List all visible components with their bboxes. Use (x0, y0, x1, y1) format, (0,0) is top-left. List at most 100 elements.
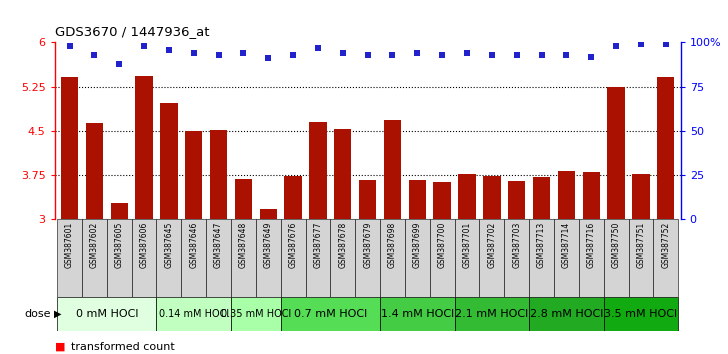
Bar (554, 219, 579, 297)
Text: GSM387700: GSM387700 (438, 222, 447, 268)
Text: GSM387698: GSM387698 (388, 222, 397, 268)
Text: GSM387713: GSM387713 (537, 222, 546, 268)
Point (288, 52, 299, 58)
Text: 2.8 mM HOCl: 2.8 mM HOCl (530, 309, 603, 319)
Text: GDS3670 / 1447936_at: GDS3670 / 1447936_at (55, 25, 209, 38)
Text: GSM387648: GSM387648 (239, 222, 248, 268)
Text: GSM387702: GSM387702 (487, 222, 496, 268)
Point (411, 50, 423, 56)
Text: ■: ■ (55, 342, 65, 352)
Point (511, 52, 523, 58)
Bar (111, 203, 128, 219)
Text: GSM387676: GSM387676 (288, 222, 298, 268)
Point (635, 41, 646, 47)
Point (436, 52, 448, 58)
Text: GSM387751: GSM387751 (636, 222, 646, 268)
Point (163, 47, 175, 52)
Bar (157, 297, 231, 331)
Text: GSM387703: GSM387703 (513, 222, 521, 268)
Point (585, 54, 597, 59)
Text: 0 mM HOCl: 0 mM HOCl (76, 309, 138, 319)
Text: GSM387752: GSM387752 (661, 222, 670, 268)
Point (536, 52, 547, 58)
Text: 0.14 mM HOCl: 0.14 mM HOCl (159, 309, 229, 319)
Bar (579, 219, 604, 297)
Bar (160, 103, 178, 219)
Bar (331, 219, 355, 297)
Bar (380, 219, 405, 297)
Bar (380, 297, 454, 331)
Bar (430, 219, 454, 297)
Text: 0.35 mM HOCl: 0.35 mM HOCl (221, 309, 291, 319)
Bar (653, 219, 678, 297)
Bar (508, 181, 526, 219)
Text: 1.4 mM HOCl: 1.4 mM HOCl (381, 309, 454, 319)
Bar (384, 120, 401, 219)
Point (362, 52, 373, 58)
Bar (206, 219, 231, 297)
Text: GSM387646: GSM387646 (189, 222, 198, 268)
Text: 0.7 mM HOCl: 0.7 mM HOCl (294, 309, 367, 319)
Bar (256, 219, 281, 297)
Bar (533, 177, 550, 219)
Text: GSM387716: GSM387716 (587, 222, 596, 268)
Text: GSM387677: GSM387677 (314, 222, 323, 268)
Point (561, 52, 572, 58)
Point (610, 43, 622, 49)
Point (660, 41, 672, 47)
Bar (454, 297, 529, 331)
Bar (306, 219, 331, 297)
Text: GSM387645: GSM387645 (165, 222, 173, 268)
Bar (607, 87, 625, 219)
Bar (529, 297, 604, 331)
Bar (57, 219, 82, 297)
Bar (61, 77, 78, 219)
Text: 3.5 mM HOCl: 3.5 mM HOCl (604, 309, 678, 319)
Bar (132, 219, 157, 297)
Bar (234, 179, 252, 219)
Bar (334, 129, 352, 219)
Bar (281, 297, 380, 331)
Bar (632, 174, 649, 219)
Text: GSM387601: GSM387601 (65, 222, 74, 268)
Bar (355, 219, 380, 297)
Point (237, 50, 249, 56)
Text: GSM387714: GSM387714 (562, 222, 571, 268)
Point (262, 56, 274, 61)
Text: GSM387605: GSM387605 (115, 222, 124, 268)
Point (138, 43, 150, 49)
Point (337, 50, 349, 56)
Bar (210, 130, 227, 219)
Bar (480, 219, 505, 297)
Bar (57, 297, 157, 331)
Point (188, 50, 199, 56)
Bar (281, 219, 306, 297)
Bar (309, 122, 327, 219)
Bar (285, 176, 302, 219)
Bar (459, 174, 475, 219)
Bar (454, 219, 480, 297)
Bar (359, 180, 376, 219)
Bar (604, 297, 678, 331)
Point (486, 52, 498, 58)
Text: GSM387602: GSM387602 (90, 222, 99, 268)
Bar (657, 77, 674, 219)
Text: GSM387750: GSM387750 (612, 222, 620, 268)
Text: GSM387678: GSM387678 (339, 222, 347, 268)
Text: ▶: ▶ (54, 309, 61, 319)
Bar (628, 219, 653, 297)
Text: GSM387699: GSM387699 (413, 222, 422, 268)
Text: transformed count: transformed count (71, 342, 175, 352)
Text: GSM387606: GSM387606 (140, 222, 149, 268)
Bar (157, 219, 181, 297)
Text: dose: dose (25, 309, 51, 319)
Bar (604, 219, 628, 297)
Bar (82, 219, 107, 297)
Text: 2.1 mM HOCl: 2.1 mM HOCl (455, 309, 529, 319)
Bar (558, 171, 575, 219)
Bar (135, 76, 153, 219)
Bar (231, 219, 256, 297)
Bar (408, 180, 426, 219)
Bar (107, 219, 132, 297)
Bar (405, 219, 430, 297)
